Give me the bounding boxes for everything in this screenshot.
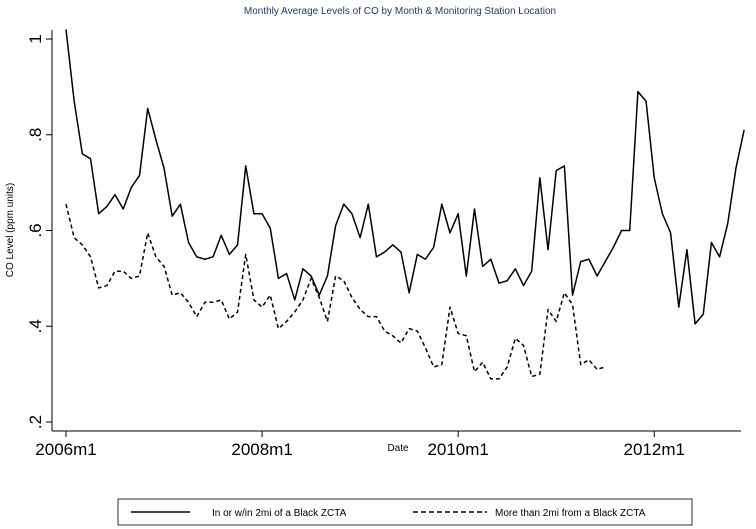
legend-box xyxy=(117,498,693,526)
x-tick-label: 2008m1 xyxy=(231,440,292,459)
legend-label-more-than-2mi: More than 2mi from a Black ZCTA xyxy=(495,508,646,519)
x-axis-label: Date xyxy=(387,443,409,454)
x-tick-label: 2012m1 xyxy=(624,440,685,459)
y-tick-label: .6 xyxy=(26,223,45,237)
legend-label-in-or-within-2mi: In or w/in 2mi of a Black ZCTA xyxy=(212,508,347,519)
series-line-more-than-2mi xyxy=(65,203,606,380)
x-tick-label: 2010m1 xyxy=(427,440,488,459)
series-line-in-or-within-2mi xyxy=(65,29,745,325)
y-axis-label: CO Level (ppm units) xyxy=(5,183,16,277)
y-axis: .2 .4 .6 .8 1 xyxy=(26,30,53,431)
x-axis: 2006m1 2008m1 2010m1 2012m1 xyxy=(35,430,741,459)
y-tick-label: .8 xyxy=(26,128,45,142)
x-tick-label: 2006m1 xyxy=(35,440,96,459)
y-tick-label: 1 xyxy=(26,34,45,43)
chart-title: Monthly Average Levels of CO by Month & … xyxy=(244,6,556,17)
y-tick-label: .4 xyxy=(26,319,45,333)
y-tick-label: .2 xyxy=(26,415,45,429)
legend: In or w/in 2mi of a Black ZCTA More than… xyxy=(117,498,693,526)
series-group xyxy=(65,29,745,380)
